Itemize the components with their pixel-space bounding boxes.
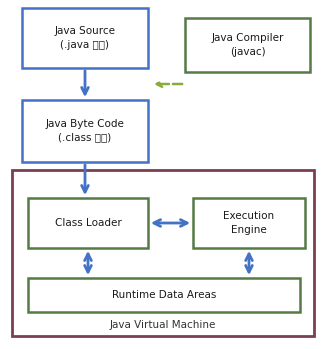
Text: Java Byte Code
(.class 파일): Java Byte Code (.class 파일) <box>46 119 124 143</box>
Text: Class Loader: Class Loader <box>55 218 121 228</box>
Bar <box>12 170 314 336</box>
Text: Java Virtual Machine: Java Virtual Machine <box>110 320 216 330</box>
Bar <box>28 198 148 248</box>
Text: Execution
Engine: Execution Engine <box>224 211 275 235</box>
Bar <box>193 198 305 248</box>
Text: Java Source
(.java 파일): Java Source (.java 파일) <box>55 27 115 50</box>
Text: Runtime Data Areas: Runtime Data Areas <box>112 290 216 300</box>
Text: Java Compiler
(javac): Java Compiler (javac) <box>211 34 284 57</box>
Bar <box>22 8 148 68</box>
Bar <box>22 100 148 162</box>
Bar <box>28 278 300 312</box>
Bar <box>185 18 310 72</box>
